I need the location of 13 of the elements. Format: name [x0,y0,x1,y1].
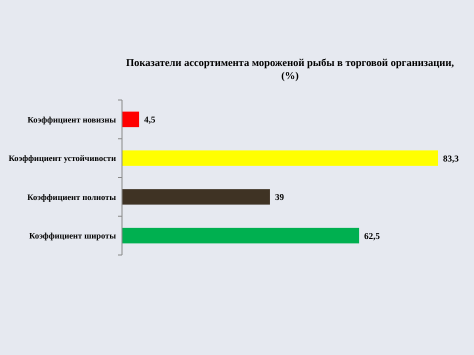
y-tick-label: Коэффициент широты [29,230,116,241]
y-tick-label: Коэффициент устойчивости [8,153,116,164]
bar [122,189,270,205]
bar [122,150,438,166]
y-tick-label: Коэффициент новизны [27,114,116,124]
bar [122,228,360,244]
bar [122,112,140,128]
data-label: 62,5 [364,230,380,241]
data-label: 83,3 [443,153,460,164]
chart-title: Показатели ассортимента мороженой рыбы в торговой организации, (%) [126,58,454,82]
y-tick-label: Коэффициент полноты [27,192,116,202]
data-label: 39 [274,192,284,202]
data-label: 4,5 [144,114,156,125]
